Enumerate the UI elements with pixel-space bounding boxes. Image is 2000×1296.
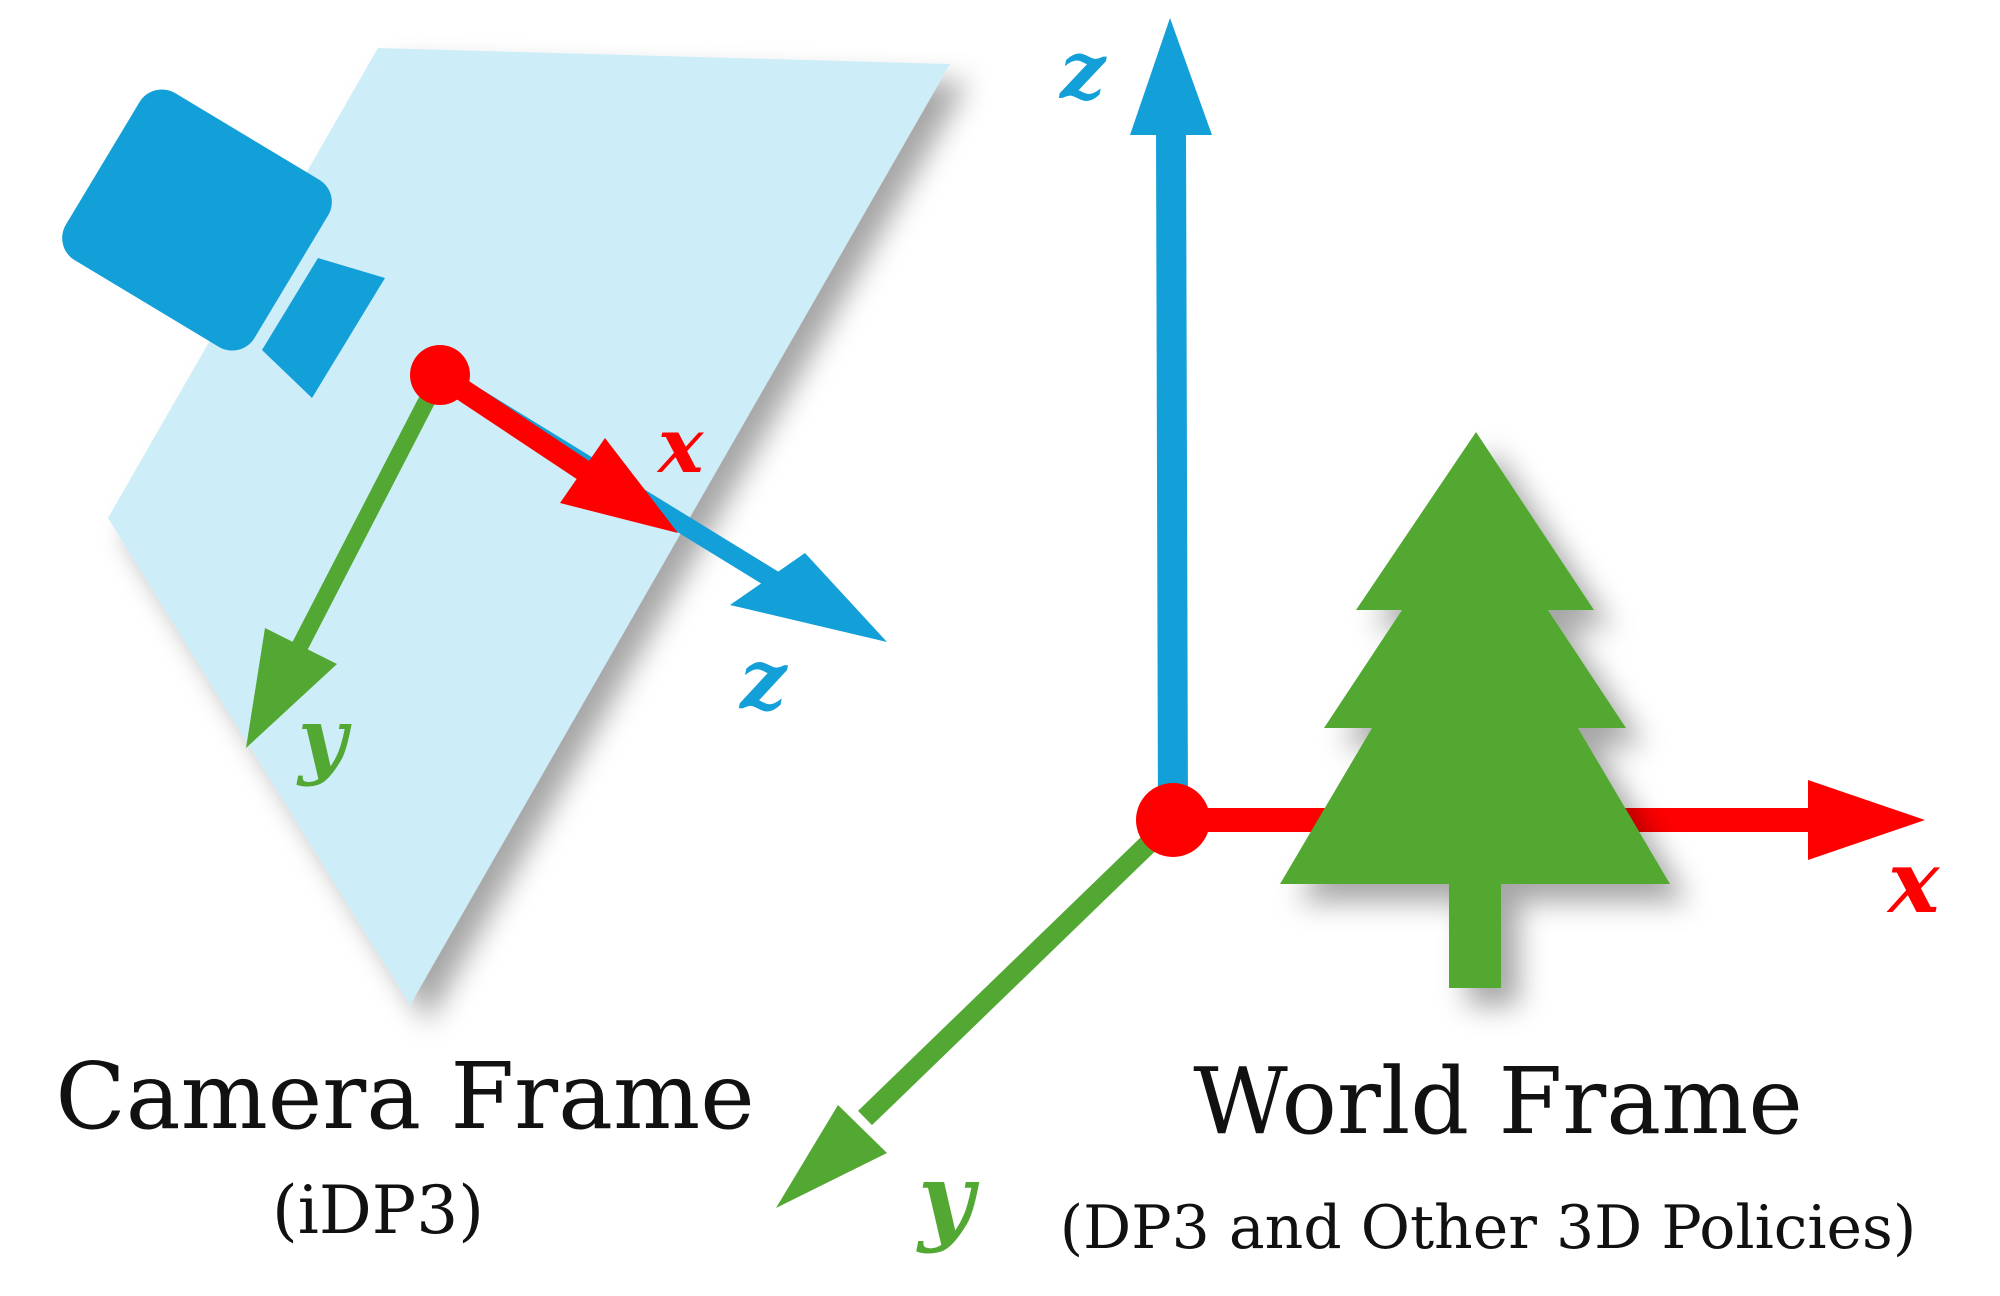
world-frame-group: z x y World Frame (DP3 and Other 3D Poli… <box>776 18 1941 1263</box>
camera-frame-title: Camera Frame <box>55 1043 754 1150</box>
camera-x-label: x <box>656 401 705 490</box>
world-origin <box>1136 783 1210 857</box>
world-frame-title: World Frame <box>1193 1048 1803 1155</box>
camera-icon <box>62 89 385 398</box>
world-x-label: x <box>1886 832 1941 933</box>
world-z-axis <box>1130 18 1212 821</box>
camera-origin <box>410 345 470 405</box>
world-z-label: z <box>1058 23 1107 117</box>
camera-x-axis <box>433 365 678 533</box>
camera-z-label: z <box>738 632 788 728</box>
camera-frame-group: x y z Camera Frame (iDP3) <box>55 48 950 1249</box>
tree-icon <box>1280 432 1670 988</box>
world-y-axis <box>776 812 1180 1208</box>
camera-y-label: y <box>296 689 352 788</box>
world-y-label: y <box>916 1142 980 1255</box>
world-frame-subtitle: (DP3 and Other 3D Policies) <box>1060 1193 1917 1263</box>
camera-y-axis <box>246 371 448 748</box>
camera-frame-subtitle: (iDP3) <box>272 1172 484 1249</box>
